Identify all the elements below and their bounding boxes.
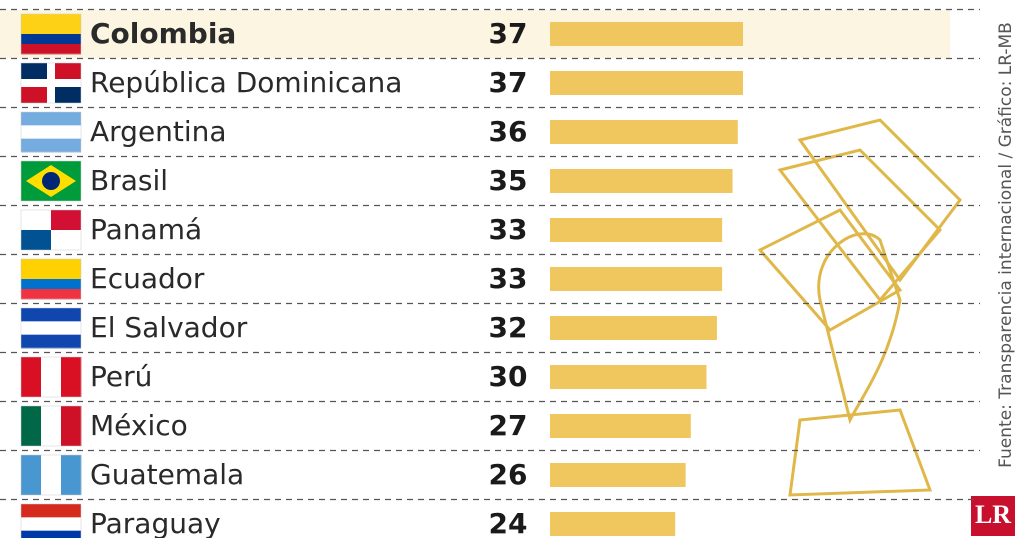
value-label: 32 bbox=[489, 311, 528, 344]
bar bbox=[550, 512, 676, 536]
country-label: Panamá bbox=[90, 213, 202, 246]
flag-part bbox=[21, 44, 81, 55]
flag-part bbox=[55, 87, 81, 103]
value-label: 35 bbox=[489, 164, 528, 197]
highlight-row bbox=[0, 10, 950, 58]
flag-border bbox=[20, 454, 82, 496]
country-label: México bbox=[90, 409, 188, 442]
flag-part bbox=[41, 406, 62, 446]
flag-border bbox=[20, 111, 82, 153]
bar bbox=[550, 267, 723, 291]
flag-border bbox=[20, 258, 82, 300]
flag bbox=[20, 307, 82, 349]
flag bbox=[20, 111, 82, 153]
flag-border bbox=[20, 405, 82, 447]
flag-part bbox=[21, 406, 42, 446]
flag-part bbox=[61, 406, 82, 446]
flag-part bbox=[21, 269, 81, 280]
country-label: Brasil bbox=[90, 164, 168, 197]
bar bbox=[550, 218, 723, 242]
flag-part bbox=[21, 138, 81, 153]
value-label: 26 bbox=[489, 458, 528, 491]
logo: LR bbox=[975, 500, 1011, 529]
flag-part bbox=[21, 112, 81, 126]
flag-part bbox=[21, 504, 81, 518]
flag-border bbox=[20, 62, 82, 104]
bar bbox=[550, 169, 733, 193]
value-label: 36 bbox=[489, 115, 528, 148]
bar bbox=[550, 71, 743, 95]
bar bbox=[550, 22, 743, 46]
flag-border bbox=[20, 356, 82, 398]
flag-part bbox=[21, 321, 81, 336]
country-label: Perú bbox=[90, 360, 152, 393]
flag-part bbox=[21, 455, 42, 495]
flag bbox=[20, 356, 82, 398]
country-label: Paraguay bbox=[90, 507, 221, 538]
flag-part bbox=[21, 259, 81, 270]
value-label: 30 bbox=[489, 360, 528, 393]
flag-part bbox=[21, 63, 47, 79]
illustration bbox=[757, 118, 962, 497]
flag-part bbox=[21, 34, 81, 45]
logo-box bbox=[971, 496, 1015, 536]
flag-part bbox=[21, 230, 51, 250]
flag-part bbox=[51, 210, 81, 230]
bar bbox=[550, 120, 738, 144]
value-label: 27 bbox=[489, 409, 528, 442]
country-label: Guatemala bbox=[90, 458, 244, 491]
value-label: 24 bbox=[489, 507, 528, 538]
flag-part bbox=[41, 357, 62, 397]
flag-part bbox=[61, 455, 82, 495]
value-label: 33 bbox=[489, 213, 528, 246]
flag-part bbox=[42, 172, 60, 190]
flag bbox=[20, 454, 82, 496]
flag-border bbox=[20, 307, 82, 349]
bar bbox=[550, 414, 691, 438]
flag-part bbox=[61, 357, 82, 397]
value-label: 33 bbox=[489, 262, 528, 295]
flag bbox=[20, 405, 82, 447]
flag-part bbox=[21, 125, 81, 140]
flag-part bbox=[21, 279, 81, 290]
flag bbox=[20, 62, 82, 104]
flag bbox=[20, 13, 82, 55]
flag-border bbox=[20, 160, 82, 202]
flag-part bbox=[21, 87, 47, 103]
flag-part bbox=[21, 308, 81, 322]
flag bbox=[20, 209, 82, 251]
flag bbox=[20, 258, 82, 300]
country-label: Colombia bbox=[90, 17, 236, 50]
country-label: Argentina bbox=[90, 115, 227, 148]
flag-border bbox=[20, 13, 82, 55]
flag-border bbox=[20, 209, 82, 251]
value-label: 37 bbox=[489, 66, 528, 99]
flag-part bbox=[21, 334, 81, 349]
country-label: Ecuador bbox=[90, 262, 205, 295]
flag-part bbox=[55, 63, 81, 79]
flag-part bbox=[21, 289, 81, 300]
flag-part bbox=[21, 357, 42, 397]
country-label: El Salvador bbox=[90, 311, 248, 344]
flag-part bbox=[21, 14, 81, 25]
flag-part bbox=[41, 455, 62, 495]
flag bbox=[20, 160, 82, 202]
flag-part bbox=[21, 24, 81, 35]
bar bbox=[550, 316, 717, 340]
flag-part bbox=[21, 530, 81, 538]
flag-part bbox=[21, 517, 81, 532]
value-label: 37 bbox=[489, 17, 528, 50]
bar bbox=[550, 365, 707, 389]
flag bbox=[20, 503, 82, 538]
country-label: República Dominicana bbox=[90, 66, 402, 99]
flag-border bbox=[20, 503, 82, 538]
bar bbox=[550, 463, 686, 487]
source: Fuente: Transparencia internacional / Gr… bbox=[996, 22, 1016, 468]
